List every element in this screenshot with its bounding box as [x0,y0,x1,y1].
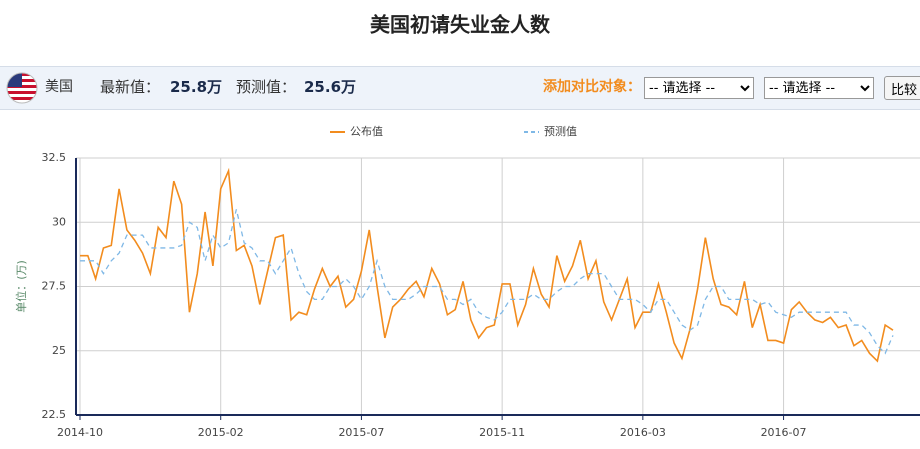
country: 美国 [45,79,73,95]
compare-select[interactable]: -- 请选择 -- [764,77,874,99]
forecast-value: 25.6万 [304,78,357,96]
latest-value: 25.8万 [170,78,223,96]
y-axis-label: 单位：(万) [14,260,28,313]
x-tick-label: 2015-11 [479,426,525,439]
series-line [80,209,894,355]
latest-label: 最新值： [100,78,161,96]
series-line [80,167,894,363]
y-tick-label: 22.5 [42,408,67,421]
flag-icon [6,72,38,104]
x-tick-label: 2016-03 [620,426,666,439]
y-tick-label: 25 [52,344,66,357]
x-tick-label: 2016-07 [761,426,807,439]
y-tick-label: 32.5 [42,151,67,164]
x-tick-label: 2014-10 [57,426,103,439]
x-tick-label: 2015-07 [338,426,384,439]
compare-button[interactable]: 比较 [884,76,920,100]
toolbar: 美国 最新值： 25.8万 预测值： 25.6万 添加对比对象： -- 请选择 … [0,66,920,110]
compare-label: 添加对比对象： [543,79,641,95]
y-tick-label: 30 [52,215,66,228]
x-tick-label: 2015-02 [198,426,244,439]
compare-select[interactable]: -- 请选择 -- [644,77,754,99]
chart-title: 美国初请失业金人数 [370,13,551,37]
y-tick-label: 27.5 [42,280,67,293]
legend-label: 公布值 [350,125,383,138]
forecast-label: 预测值： [236,78,297,96]
legend-label: 预测值 [544,125,577,138]
